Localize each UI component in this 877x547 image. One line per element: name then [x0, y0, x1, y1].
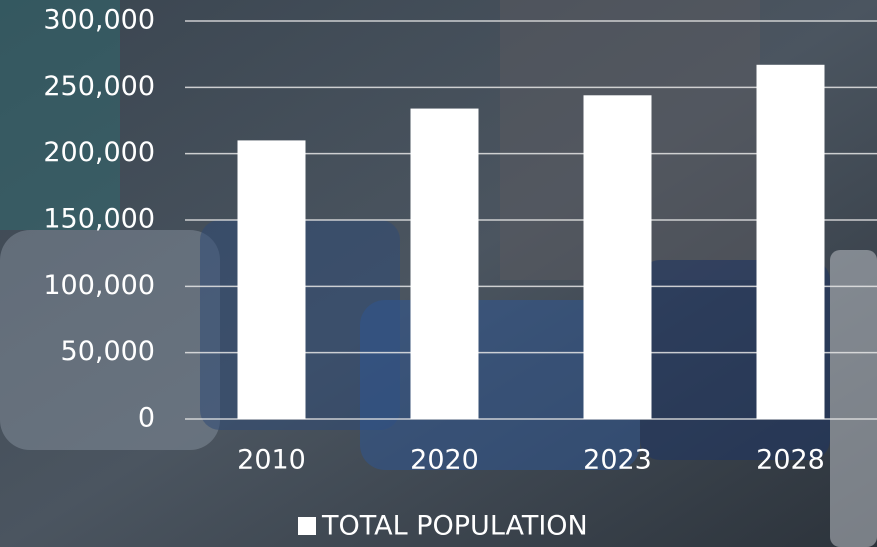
- bar: [757, 65, 825, 419]
- chart: 0 50,000 100,000 150,000 200,000 250,000 300,0…: [0, 0, 877, 547]
- x-tick-label: 2023: [583, 445, 652, 476]
- x-tick-label: 2028: [756, 445, 825, 476]
- y-tick-label: 250,000: [43, 71, 155, 102]
- bar: [238, 140, 306, 419]
- bar: [411, 109, 479, 419]
- y-tick-label: 50,000: [61, 336, 155, 367]
- x-tick-label: 2010: [237, 445, 306, 476]
- legend: TOTAL POPULATION: [298, 511, 588, 542]
- x-tick-label: 2020: [410, 445, 479, 476]
- legend-swatch: [298, 517, 316, 535]
- bar: [584, 95, 652, 419]
- legend-label: TOTAL POPULATION: [321, 511, 588, 542]
- y-tick-label: 100,000: [43, 270, 155, 301]
- y-tick-label: 0: [138, 403, 155, 434]
- y-tick-label: 150,000: [43, 204, 155, 235]
- backdrop-car: [830, 250, 877, 547]
- y-tick-label: 300,000: [43, 5, 155, 36]
- y-tick-label: 200,000: [43, 137, 155, 168]
